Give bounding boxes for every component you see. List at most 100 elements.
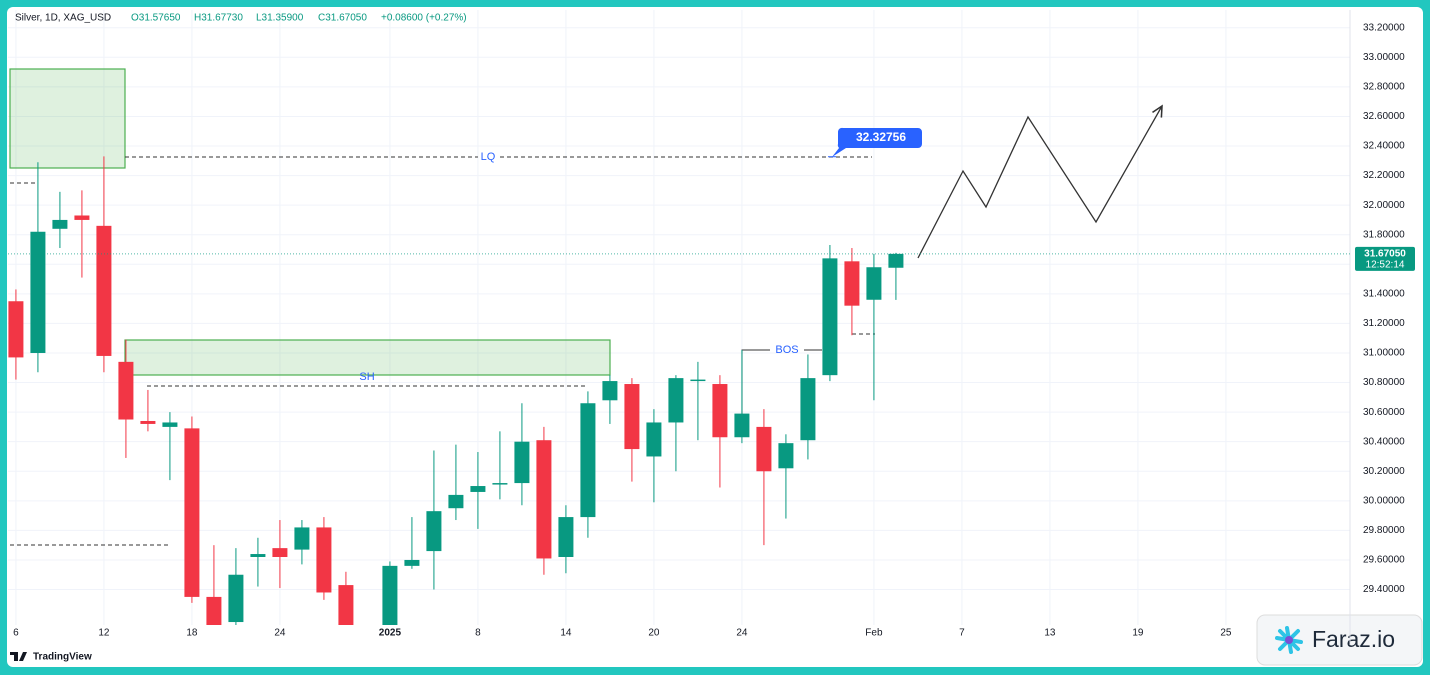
ohlc-open: O31.57650 [131, 13, 181, 24]
candle-body [800, 378, 816, 441]
zone [9, 68, 126, 169]
candle-body [734, 413, 750, 438]
watermark: Faraz.io [1256, 614, 1423, 666]
candle-body [514, 441, 530, 484]
candle-body [448, 494, 464, 509]
y-tick-label: 32.20000 [1363, 170, 1405, 181]
candle-body [646, 422, 662, 457]
candle-body [536, 440, 552, 559]
candle-body [162, 422, 178, 427]
candle-body [822, 258, 838, 376]
candle-body [30, 231, 46, 353]
candle-body [558, 517, 574, 557]
ohlc-high: H31.67730 [194, 13, 243, 24]
last-price-box [1355, 246, 1415, 271]
x-tick-label: 18 [186, 628, 198, 639]
last-price-label: 31.67050 [1364, 248, 1406, 259]
x-tick-label: 20 [648, 628, 660, 639]
x-tick-label: 19 [1132, 628, 1144, 639]
x-tick-label: Feb [865, 628, 883, 639]
candles [8, 156, 904, 625]
candle-body [140, 420, 156, 424]
y-tick-label: 31.40000 [1363, 288, 1405, 299]
logo-icon [10, 652, 27, 661]
x-tick-label: 14 [560, 628, 572, 639]
candle-body [866, 267, 882, 300]
chart-background [7, 7, 1423, 667]
x-tick-label: 24 [736, 628, 748, 639]
symbol: Silver, 1D, XAG_USD [15, 13, 111, 24]
y-tick-label: 32.60000 [1363, 111, 1405, 122]
candle-body [8, 301, 24, 358]
y-tick-label: 31.00000 [1363, 348, 1405, 359]
candle-body [272, 548, 288, 557]
candle-body [184, 428, 200, 597]
candle-body [74, 215, 90, 220]
candle-body [492, 483, 508, 485]
sh-label: SH [359, 371, 374, 383]
y-tick-label: 31.20000 [1363, 318, 1405, 329]
ohlc-low: L31.35900 [256, 13, 304, 24]
candle-body [206, 596, 222, 625]
candle-body [250, 554, 266, 557]
y-tick-label: 30.40000 [1363, 436, 1405, 447]
candle-body [602, 381, 618, 401]
candle-body [844, 261, 860, 306]
candle-body [470, 486, 486, 492]
y-tick-label: 29.40000 [1363, 584, 1405, 595]
candle-body [338, 585, 354, 625]
x-tick-label: 2025 [379, 628, 402, 639]
projection-path [917, 106, 1162, 259]
candle-body [580, 403, 596, 518]
y-tick-label: 31.80000 [1363, 229, 1405, 240]
x-tick-label: 25 [1220, 628, 1232, 639]
bos-label: BOS [775, 344, 798, 356]
y-tick-label: 30.20000 [1363, 466, 1405, 477]
watermark-text: Faraz.io [1312, 626, 1395, 652]
watermark-icon [1275, 626, 1303, 654]
logo: TradingView [10, 652, 92, 663]
y-tick-label: 30.00000 [1363, 495, 1405, 506]
y-tick-label: 33.00000 [1363, 52, 1405, 63]
zone [124, 339, 611, 376]
candle-body [778, 443, 794, 469]
x-tick-label: 8 [475, 628, 481, 639]
candle-body [712, 384, 728, 438]
header: Silver, 1D, XAG_USD O31.57650 H31.67730 … [15, 13, 467, 24]
drawings: LQ SH BOS [9, 68, 1162, 546]
ohlc-change: +0.08600 (+0.27%) [381, 13, 467, 24]
candle-body [118, 361, 134, 420]
y-tick-label: 30.80000 [1363, 377, 1405, 388]
candle-body [52, 219, 68, 229]
y-tick-label: 32.00000 [1363, 200, 1405, 211]
x-tick-label: 24 [274, 628, 286, 639]
y-tick-label: 29.60000 [1363, 555, 1405, 566]
candle-body [756, 426, 772, 472]
y-tick-label: 30.60000 [1363, 407, 1405, 418]
target-callout [832, 127, 922, 157]
candle-body [690, 379, 706, 382]
y-tick-label: 29.80000 [1363, 525, 1405, 536]
countdown: 12:52:14 [1366, 259, 1405, 270]
y-tick-label: 33.20000 [1363, 22, 1405, 33]
candle-body [624, 384, 640, 450]
y-tick-label: 32.40000 [1363, 141, 1405, 152]
candle-body [316, 527, 332, 593]
watermark-box [1256, 614, 1423, 666]
candle-body [426, 511, 442, 552]
logo-text: TradingView [33, 652, 92, 663]
ohlc-close: C31.67050 [318, 13, 367, 24]
lq-label: LQ [481, 151, 496, 163]
candle-body [96, 225, 112, 356]
candle-body [382, 565, 398, 625]
y-tick-label: 32.80000 [1363, 82, 1405, 93]
candle-body [888, 253, 904, 268]
target-label: 32.32756 [856, 130, 906, 144]
candle-body [294, 527, 310, 550]
x-tick-label: 13 [1044, 628, 1056, 639]
x-tick-label: 6 [13, 628, 19, 639]
x-tick-label: 12 [98, 628, 110, 639]
candle-body [404, 559, 420, 566]
candle-body [228, 574, 244, 623]
